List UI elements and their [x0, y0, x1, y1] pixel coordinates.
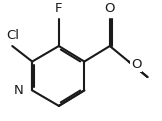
Text: F: F: [55, 2, 63, 15]
Text: Cl: Cl: [6, 29, 19, 42]
Text: O: O: [105, 2, 115, 15]
Text: N: N: [14, 84, 23, 97]
Text: O: O: [131, 58, 141, 71]
